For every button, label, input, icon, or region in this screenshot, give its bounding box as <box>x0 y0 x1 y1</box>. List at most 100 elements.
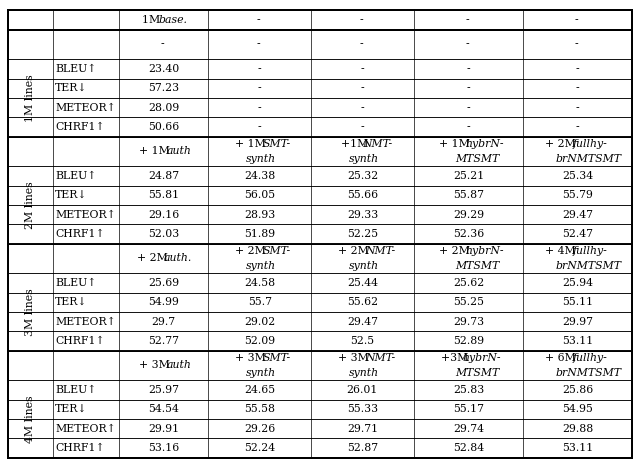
Text: METEOR↑: METEOR↑ <box>55 424 116 434</box>
Text: 51.89: 51.89 <box>244 229 275 239</box>
Text: 54.54: 54.54 <box>148 404 179 414</box>
Text: -: - <box>576 122 579 132</box>
Text: -: - <box>575 39 579 50</box>
Text: + 3M: + 3M <box>338 353 372 363</box>
Text: -: - <box>257 15 260 25</box>
Text: hybrN-: hybrN- <box>463 353 502 363</box>
Text: 3M lines: 3M lines <box>25 288 35 336</box>
Text: 52.87: 52.87 <box>347 443 378 453</box>
Text: 24.65: 24.65 <box>244 385 275 395</box>
Text: BLEU↑: BLEU↑ <box>55 64 97 74</box>
Text: hybrN-: hybrN- <box>466 139 504 149</box>
Text: 29.26: 29.26 <box>244 424 275 434</box>
Text: + 6M: + 6M <box>545 353 580 363</box>
Text: 25.62: 25.62 <box>452 278 484 288</box>
Text: 29.02: 29.02 <box>244 317 275 327</box>
Text: 53.11: 53.11 <box>562 443 593 453</box>
Text: synth: synth <box>349 154 379 164</box>
Text: 52.77: 52.77 <box>148 336 179 346</box>
Text: +3M: +3M <box>442 353 472 363</box>
Text: METEOR↑: METEOR↑ <box>55 317 116 327</box>
Text: 29.74: 29.74 <box>453 424 484 434</box>
Text: -: - <box>467 102 470 113</box>
Text: METEOR↑: METEOR↑ <box>55 102 116 113</box>
Text: + 1M: + 1M <box>236 139 269 149</box>
Text: 4M lines: 4M lines <box>25 395 35 443</box>
Text: 25.34: 25.34 <box>562 171 593 181</box>
Text: -: - <box>360 83 364 93</box>
Text: -: - <box>257 39 260 50</box>
Text: 52.24: 52.24 <box>244 443 275 453</box>
Text: -: - <box>258 83 262 93</box>
Text: 29.91: 29.91 <box>148 424 179 434</box>
Text: -: - <box>258 122 262 132</box>
Text: 29.7: 29.7 <box>152 317 176 327</box>
Text: 24.58: 24.58 <box>244 278 275 288</box>
Text: CHRF1↑: CHRF1↑ <box>55 229 105 239</box>
Text: 25.32: 25.32 <box>347 171 378 181</box>
Text: synth: synth <box>349 368 379 378</box>
Text: CHRF1↑: CHRF1↑ <box>55 336 105 346</box>
Text: 28.93: 28.93 <box>244 210 275 219</box>
Text: 52.25: 52.25 <box>347 229 378 239</box>
Text: -: - <box>360 122 364 132</box>
Text: -: - <box>360 15 364 25</box>
Text: 53.16: 53.16 <box>148 443 179 453</box>
Text: 55.87: 55.87 <box>453 190 484 200</box>
Text: -: - <box>466 39 469 50</box>
Text: 52.89: 52.89 <box>453 336 484 346</box>
Text: TER↓: TER↓ <box>55 404 88 414</box>
Text: + 4M: + 4M <box>545 246 579 256</box>
Text: + 2M: + 2M <box>236 246 269 256</box>
Text: 1M: 1M <box>142 15 164 25</box>
Text: 52.5: 52.5 <box>350 336 374 346</box>
Text: METEOR↑: METEOR↑ <box>55 210 116 219</box>
Text: brNMTSMT: brNMTSMT <box>556 154 622 164</box>
Text: SMT-: SMT- <box>262 353 291 363</box>
Text: 55.62: 55.62 <box>347 297 378 307</box>
Text: 53.11: 53.11 <box>562 336 593 346</box>
Text: -: - <box>360 39 364 50</box>
Text: 52.84: 52.84 <box>453 443 484 453</box>
Text: -: - <box>258 102 262 113</box>
Text: 57.23: 57.23 <box>148 83 179 93</box>
Text: -: - <box>161 39 164 50</box>
Text: 29.88: 29.88 <box>562 424 593 434</box>
Text: 25.86: 25.86 <box>562 385 593 395</box>
Text: + 3M: + 3M <box>236 353 269 363</box>
Text: -: - <box>360 64 364 74</box>
Text: 55.58: 55.58 <box>244 404 275 414</box>
Text: hybrN-: hybrN- <box>466 246 504 256</box>
Text: -: - <box>360 102 364 113</box>
Text: -: - <box>467 64 470 74</box>
Text: 50.66: 50.66 <box>148 122 179 132</box>
Text: BLEU↑: BLEU↑ <box>55 171 97 181</box>
Text: brNMTSMT: brNMTSMT <box>556 261 622 271</box>
Text: + 1M: + 1M <box>438 139 473 149</box>
Text: 25.44: 25.44 <box>347 278 378 288</box>
Text: TER↓: TER↓ <box>55 83 88 93</box>
Text: BLEU↑: BLEU↑ <box>55 385 97 395</box>
Text: 29.29: 29.29 <box>453 210 484 219</box>
Text: + 1M: + 1M <box>140 146 173 156</box>
Text: fullhy-: fullhy- <box>572 139 607 149</box>
Text: SMT-: SMT- <box>262 246 291 256</box>
Text: SMT-: SMT- <box>262 139 291 149</box>
Text: fullhy-: fullhy- <box>572 353 607 363</box>
Text: 23.40: 23.40 <box>148 64 179 74</box>
Text: BLEU↑: BLEU↑ <box>55 278 97 288</box>
Text: synth: synth <box>246 368 276 378</box>
Text: MTSMT: MTSMT <box>455 154 499 164</box>
Text: 55.25: 55.25 <box>453 297 484 307</box>
Text: -: - <box>575 15 579 25</box>
Text: 24.38: 24.38 <box>244 171 275 181</box>
Text: 29.97: 29.97 <box>562 317 593 327</box>
Text: 29.71: 29.71 <box>347 424 378 434</box>
Text: 25.94: 25.94 <box>562 278 593 288</box>
Text: auth.: auth. <box>164 254 192 263</box>
Text: 54.99: 54.99 <box>148 297 179 307</box>
Text: +1M: +1M <box>340 139 372 149</box>
Text: -: - <box>466 15 469 25</box>
Text: 52.03: 52.03 <box>148 229 179 239</box>
Text: 55.33: 55.33 <box>347 404 378 414</box>
